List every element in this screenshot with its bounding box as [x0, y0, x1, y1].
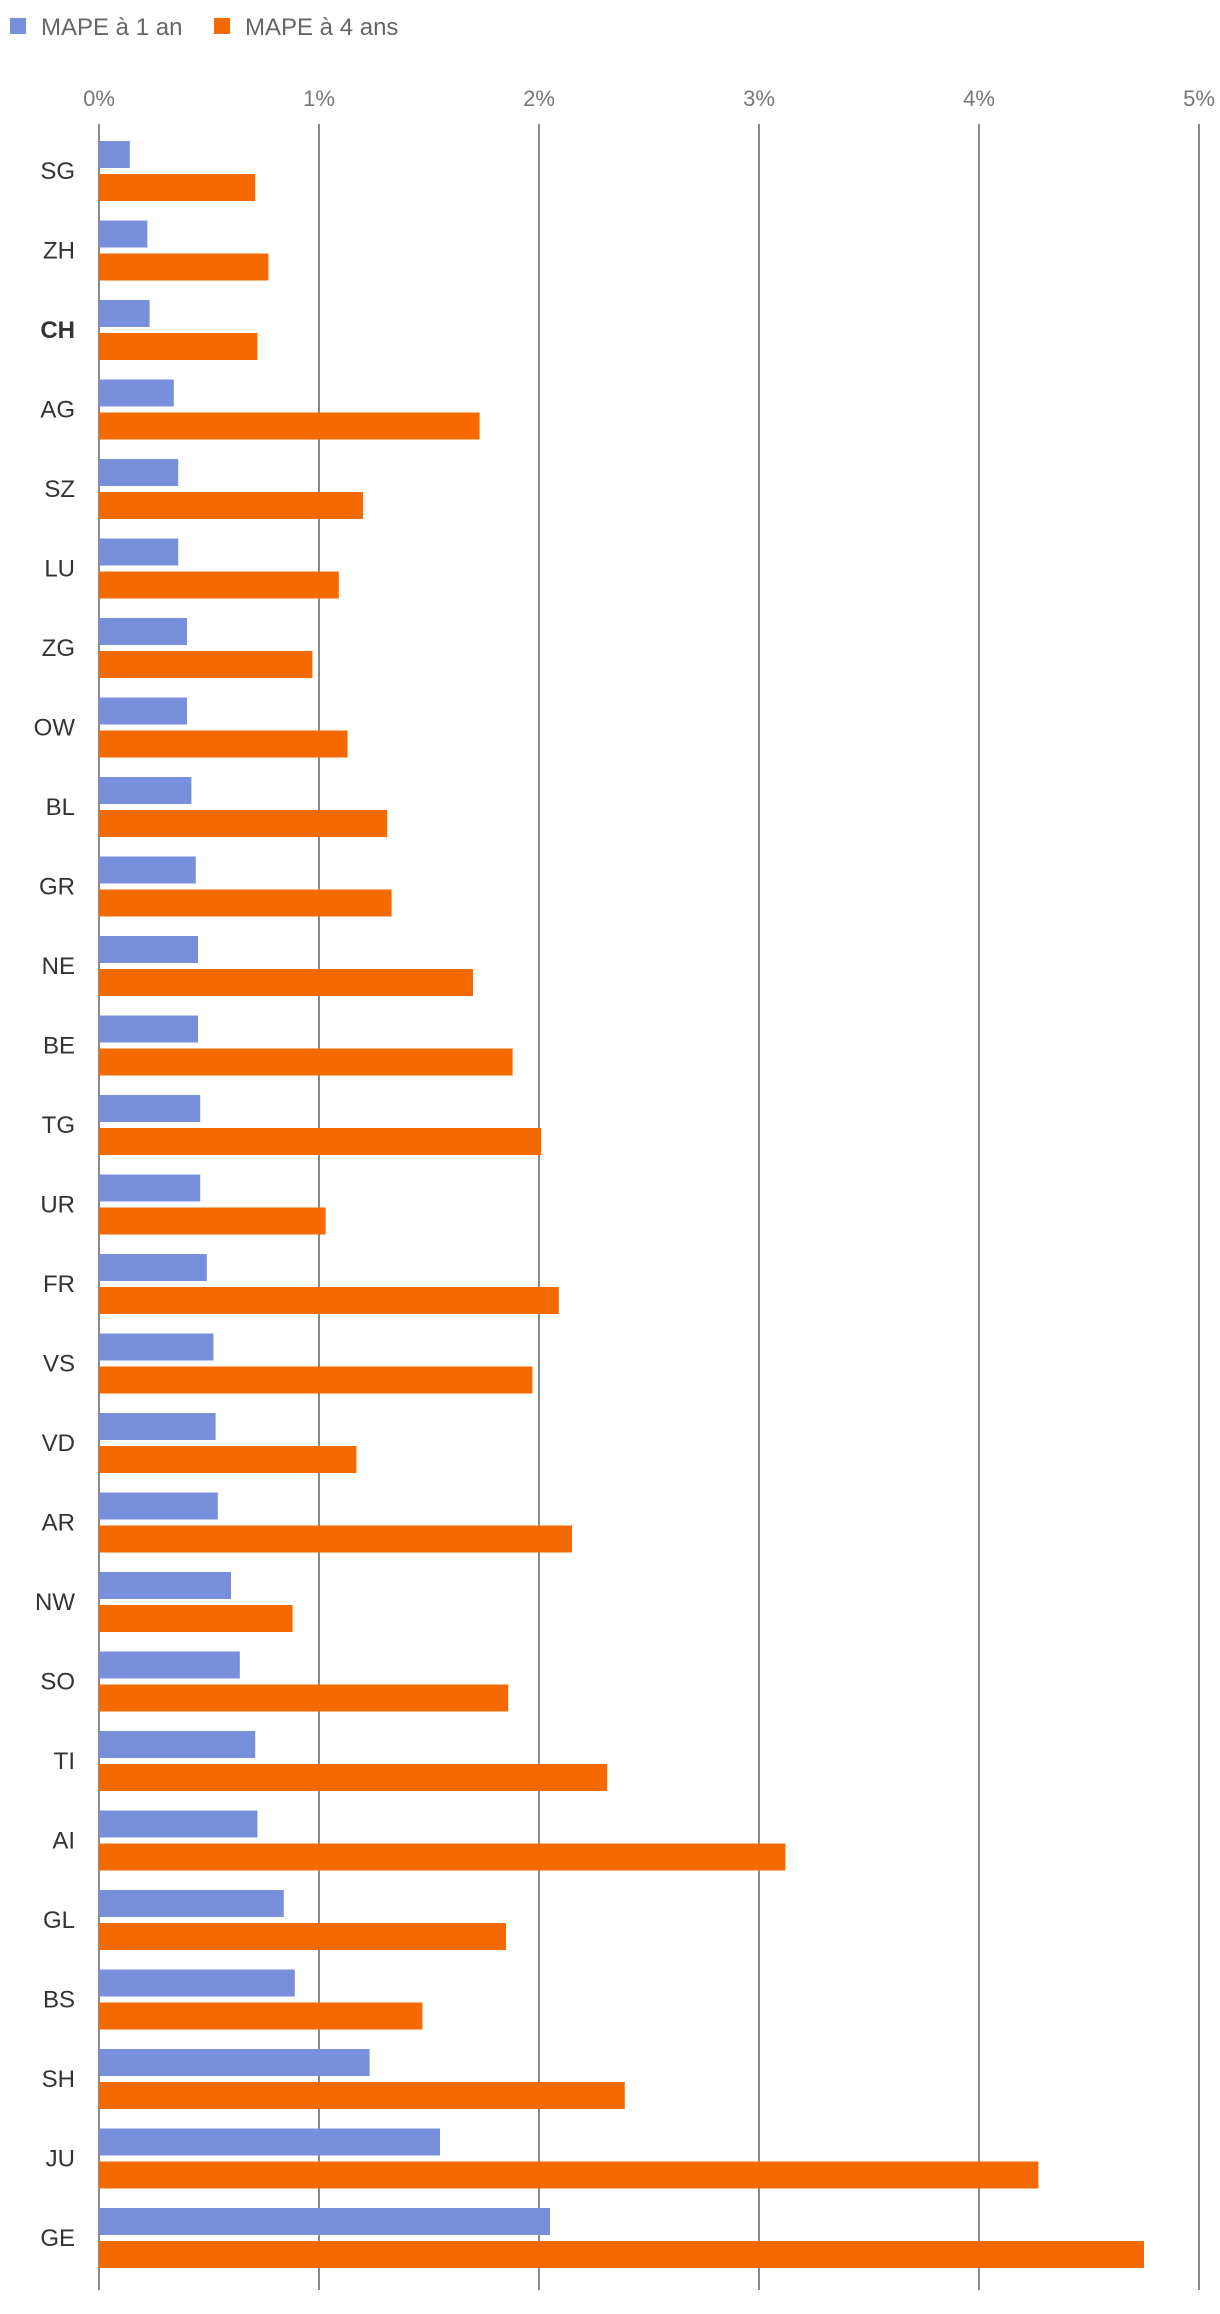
- category-label: LU: [44, 556, 75, 583]
- bar-be-series-1: [99, 1015, 198, 1043]
- legend-label-1: MAPE à 1 an: [41, 14, 182, 41]
- legend-swatch-2: [214, 18, 230, 34]
- bar-ti-series-1: [99, 1731, 256, 1758]
- category-label: BE: [43, 1033, 75, 1060]
- bar-nw-series-2: [99, 1605, 293, 1632]
- category-labels: SG ZH CH AG SZ LU ZG OW BL GR NE BE TG UR FR VS VD AR NW SO…: [34, 158, 76, 2252]
- bar-gl-series-1: [99, 1890, 284, 1917]
- category-label: FR: [43, 1271, 75, 1298]
- category-label: OW: [34, 715, 76, 742]
- bar-ju-series-1: [99, 2128, 440, 2156]
- bar-bl-series-1: [99, 777, 192, 804]
- bar-sz-series-2: [99, 492, 363, 519]
- x-tick-label: 3%: [743, 86, 775, 111]
- legend: MAPE à 1 an MAPE à 4 ans: [10, 14, 398, 41]
- category-label: TG: [42, 1112, 75, 1139]
- category-label: BS: [43, 1987, 75, 2014]
- bar-ge-series-1: [99, 2208, 550, 2235]
- bar-zg-series-1: [99, 618, 187, 645]
- bars: [99, 141, 1144, 2268]
- bar-ar-series-2: [99, 1525, 572, 1553]
- category-label: SZ: [44, 476, 75, 503]
- category-label: AI: [52, 1828, 75, 1855]
- category-label: SG: [40, 158, 75, 185]
- bar-sh-series-1: [99, 2049, 370, 2076]
- category-label: JU: [46, 2146, 75, 2173]
- x-tick-label: 4%: [963, 86, 995, 111]
- bar-ur-series-1: [99, 1174, 201, 1202]
- bar-ow-series-1: [99, 697, 187, 725]
- bar-sg-series-2: [99, 174, 256, 201]
- category-label: CH: [40, 317, 75, 344]
- x-tick-label: 0%: [83, 86, 115, 111]
- bar-gl-series-2: [99, 1923, 506, 1950]
- x-tick-label: 5%: [1183, 86, 1215, 111]
- category-label: UR: [40, 1192, 75, 1219]
- category-label: GL: [43, 1907, 75, 1934]
- x-tick-label: 1%: [303, 86, 335, 111]
- bar-lu-series-1: [99, 538, 179, 566]
- category-label: NW: [35, 1589, 75, 1616]
- bar-so-series-2: [99, 1684, 509, 1712]
- bar-gr-series-2: [99, 889, 392, 917]
- category-label: GE: [40, 2225, 75, 2252]
- category-label: VD: [42, 1430, 75, 1457]
- category-label: SH: [42, 2066, 75, 2093]
- bar-ow-series-2: [99, 730, 348, 758]
- bar-tg-series-1: [99, 1095, 201, 1122]
- bar-ai-series-1: [99, 1810, 258, 1838]
- category-label: AG: [40, 397, 75, 424]
- bar-bs-series-2: [99, 2002, 423, 2030]
- bar-vd-series-2: [99, 1446, 357, 1473]
- category-label: ZG: [42, 635, 75, 662]
- category-label: AR: [42, 1510, 75, 1537]
- x-axis-ticks: 0% 1% 2% 3% 4% 5%: [83, 86, 1215, 111]
- bar-ch-series-1: [99, 300, 150, 327]
- bar-gr-series-1: [99, 856, 196, 884]
- bar-vs-series-1: [99, 1333, 214, 1361]
- bar-ag-series-1: [99, 379, 174, 407]
- bar-ch-series-2: [99, 333, 258, 360]
- bar-vd-series-1: [99, 1413, 216, 1440]
- legend-label-2: MAPE à 4 ans: [245, 14, 398, 41]
- bar-nw-series-1: [99, 1572, 231, 1599]
- category-label: GR: [39, 874, 75, 901]
- bar-ne-series-2: [99, 969, 473, 996]
- category-label: SO: [40, 1669, 75, 1696]
- category-label: NE: [42, 953, 75, 980]
- bar-fr-series-1: [99, 1254, 207, 1281]
- bar-tg-series-2: [99, 1128, 542, 1155]
- grid: [98, 124, 1200, 2290]
- bar-ne-series-1: [99, 936, 198, 963]
- legend-swatch-1: [10, 18, 26, 34]
- bar-sh-series-2: [99, 2082, 625, 2109]
- category-label: BL: [46, 794, 75, 821]
- bar-sz-series-1: [99, 459, 179, 486]
- bar-ag-series-2: [99, 412, 480, 440]
- bar-vs-series-2: [99, 1366, 533, 1394]
- bar-be-series-2: [99, 1048, 513, 1076]
- bar-zh-series-2: [99, 253, 269, 281]
- bar-zg-series-2: [99, 651, 313, 678]
- bar-ar-series-1: [99, 1492, 218, 1520]
- bar-sg-series-1: [99, 141, 130, 168]
- bar-zh-series-1: [99, 220, 148, 248]
- x-tick-label: 2%: [523, 86, 555, 111]
- category-label: VS: [43, 1351, 75, 1378]
- bar-bs-series-1: [99, 1969, 295, 1997]
- bar-so-series-1: [99, 1651, 240, 1679]
- bar-ju-series-2: [99, 2161, 1039, 2189]
- category-label: ZH: [43, 238, 75, 265]
- category-label: TI: [54, 1748, 75, 1775]
- bar-ti-series-2: [99, 1764, 608, 1791]
- bar-ge-series-2: [99, 2241, 1144, 2268]
- bar-ur-series-2: [99, 1207, 326, 1235]
- bar-lu-series-2: [99, 571, 339, 599]
- bar-fr-series-2: [99, 1287, 559, 1314]
- bar-ai-series-2: [99, 1843, 786, 1871]
- bar-bl-series-2: [99, 810, 388, 837]
